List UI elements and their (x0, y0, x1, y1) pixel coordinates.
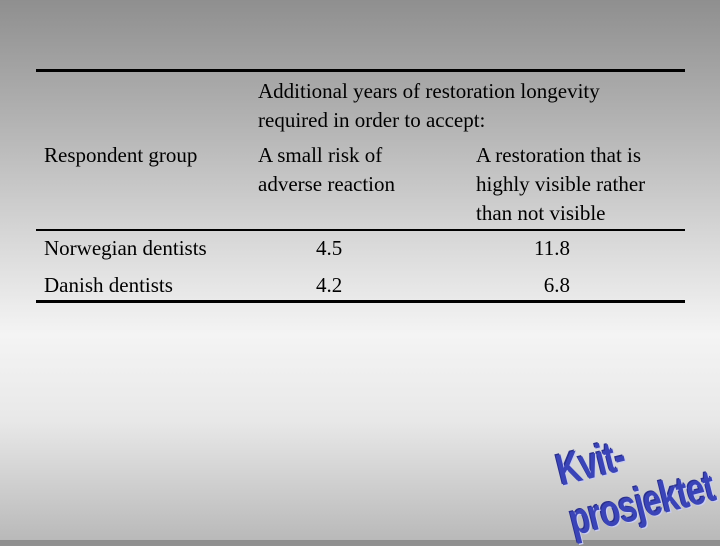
column-header-line: A small risk of (258, 143, 383, 167)
respondent-group-header: Respondent group (44, 143, 198, 167)
row-group-label: Danish dentists (44, 273, 173, 297)
row-group-label: Norwegian dentists (44, 236, 207, 260)
row-risk-value: 4.2 (316, 273, 343, 297)
span-header-line: required in order to accept: (258, 108, 486, 132)
header-rule (36, 229, 685, 231)
column-header-line: A restoration that is (476, 143, 642, 167)
column-header-line: than not visible (476, 201, 606, 225)
row-visible-value: 6.8 (543, 273, 570, 297)
table-top-rule (36, 69, 685, 72)
kvit-prosjektet-logo: Kvit-prosjektet (551, 429, 720, 545)
span-header: Additional years of restoration longevit… (258, 77, 600, 135)
visible-restoration-header: A restoration that is highly visible rat… (476, 141, 645, 228)
adverse-reaction-header: A small risk of adverse reaction (258, 141, 395, 199)
span-header-line: Additional years of restoration longevit… (258, 79, 600, 103)
table-bottom-rule (36, 300, 685, 303)
row-risk-value: 4.5 (316, 236, 343, 260)
column-header-line: highly visible rather (476, 172, 646, 196)
column-header-line: adverse reaction (258, 172, 396, 196)
row-visible-value: 11.8 (534, 236, 570, 260)
